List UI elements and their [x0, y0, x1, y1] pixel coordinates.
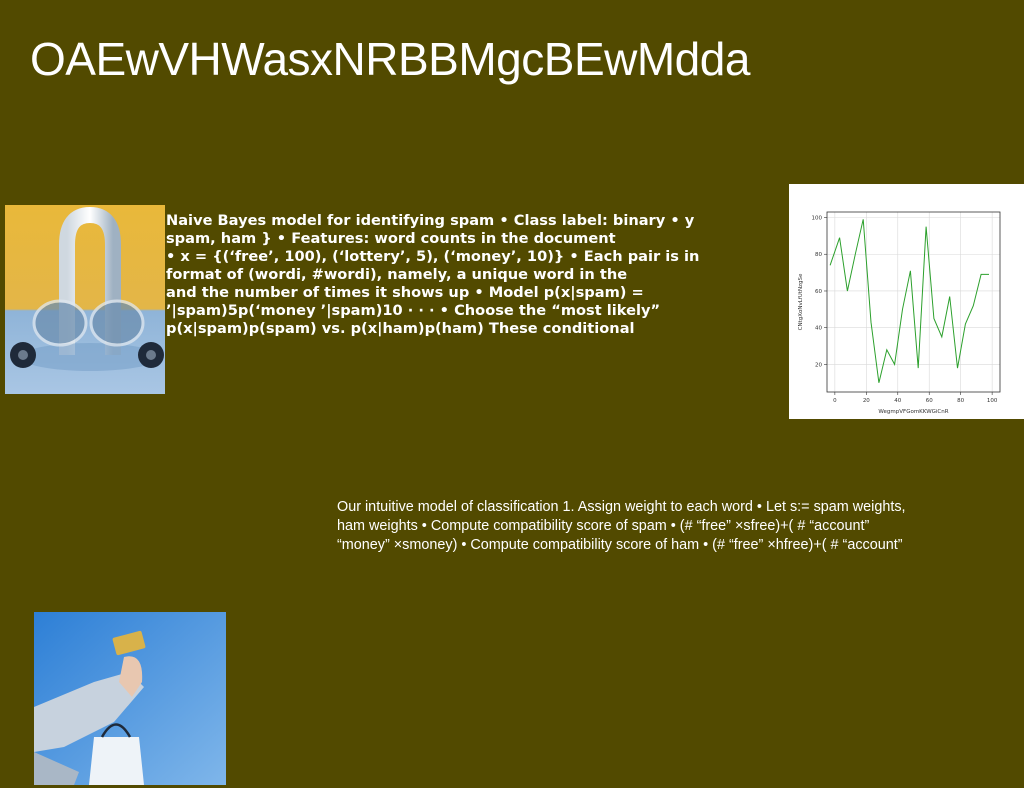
x-tick-label: 60 — [926, 398, 933, 404]
x-axis-label: WegmpVFGomKKWGiCnR — [878, 409, 948, 415]
x-tick-label: 20 — [863, 398, 870, 404]
plot-frame — [826, 211, 1001, 393]
x-tick-label: 0 — [833, 398, 837, 404]
text-line: ham weights • Compute compatibility scor… — [337, 518, 870, 534]
text-line: Naive Bayes model for identifying spam •… — [166, 212, 695, 229]
x-tick-label: 40 — [894, 398, 901, 404]
y-tick-label: 100 — [812, 216, 823, 222]
line-chart: 0 20 40 60 80 100 20 40 60 80 100 WegmpVFGomKKWGiCn… — [789, 184, 1024, 419]
text-line: “money” ×smoney) • Compute compatibility… — [337, 537, 903, 553]
text-line: ’|spam)5p(‘money ’|spam)10 · · · • Choos… — [166, 302, 661, 319]
slide-title: OAEwVHWasxNRBBMgcBEwMdda — [30, 33, 750, 85]
paperclip-car-image — [5, 205, 165, 394]
x-tick-label: 80 — [957, 398, 964, 404]
text-line: • x = {(‘free’, 100), (‘lottery’, 5), (‘… — [166, 248, 700, 265]
text-line: format of (wordi, #wordi), namely, a uni… — [166, 266, 628, 283]
text-line: spam, ham } • Features: word counts in t… — [166, 230, 616, 247]
y-axis-label: CNtgXoNvLfUtNzgSe — [798, 273, 804, 330]
y-tick-label: 80 — [815, 252, 822, 258]
text-line: and the number of times it shows up • Mo… — [166, 284, 644, 301]
credit-card-hand-image — [34, 612, 226, 785]
x-tick-label: 100 — [987, 398, 998, 404]
y-tick-label: 20 — [815, 362, 822, 368]
y-tick-label: 60 — [815, 289, 822, 295]
text-line: Our intuitive model of classification 1.… — [337, 499, 906, 515]
text-line: p(x|spam)p(spam) vs. p(x|ham)p(ham) Thes… — [166, 320, 635, 337]
naive-bayes-text: Naive Bayes model for identifying spam •… — [166, 212, 766, 338]
y-tick-label: 40 — [815, 326, 822, 332]
classification-text: Our intuitive model of classification 1.… — [337, 498, 997, 555]
series-line — [829, 219, 989, 383]
